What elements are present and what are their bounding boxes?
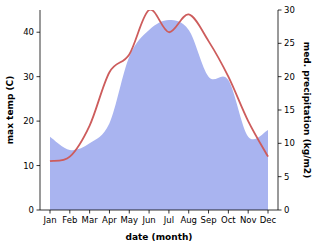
y-tick [37, 32, 41, 33]
x-tick-label: Feb [62, 215, 77, 225]
y2-tick-label: 5 [284, 172, 289, 182]
x-tick-label: Mar [82, 215, 99, 225]
y-tick-label: 10 [23, 161, 34, 171]
x-tick-label: Oct [221, 215, 236, 225]
y2-tick-label: 15 [284, 105, 295, 115]
y-tick-label: 0 [29, 205, 34, 215]
x-tick [149, 210, 150, 214]
x-axis [40, 210, 278, 211]
plot-area [50, 10, 268, 210]
x-tick-label: May [120, 215, 138, 225]
x-label: date (month) [126, 232, 193, 242]
y2-tick [278, 143, 282, 144]
y-tick [37, 121, 41, 122]
y-tick [37, 165, 41, 166]
y-tick [37, 210, 41, 211]
y2-tick [278, 176, 282, 177]
x-tick-label: Sep [201, 215, 217, 225]
y-tick-label: 20 [23, 116, 34, 126]
y2-tick-label: 30 [284, 5, 295, 15]
x-tick [89, 210, 90, 214]
y2-label: med. precipitation (kg/m2) [302, 42, 312, 178]
x-tick [248, 210, 249, 214]
y2-tick-label: 25 [284, 38, 295, 48]
x-tick [268, 210, 269, 214]
y-tick-label: 30 [23, 72, 34, 82]
y-tick [37, 76, 41, 77]
y2-tick-label: 20 [284, 72, 295, 82]
x-tick [129, 210, 130, 214]
x-tick-label: Aug [180, 215, 197, 225]
y-tick-label: 40 [23, 27, 34, 37]
y2-tick-label: 10 [284, 138, 295, 148]
x-tick-label: Apr [102, 215, 117, 225]
y-axis [40, 10, 41, 210]
x-tick [109, 210, 110, 214]
y2-tick [278, 43, 282, 44]
y2-tick [278, 110, 282, 111]
x-tick [188, 210, 189, 214]
x-tick-label: Jan [42, 215, 56, 225]
x-tick [228, 210, 229, 214]
temp-line [50, 10, 268, 161]
x-tick [69, 210, 70, 214]
y2-tick [278, 76, 282, 77]
y2-tick [278, 10, 282, 11]
y-label: max temp (C) [5, 76, 15, 145]
y2-tick [278, 210, 282, 211]
precip-area [50, 20, 268, 210]
x-tick-label: Dec [260, 215, 277, 225]
x-tick [168, 210, 169, 214]
x-tick-label: Jun [141, 215, 155, 225]
x-tick-label: Nov [240, 215, 257, 225]
x-tick [50, 210, 51, 214]
y2-tick-label: 0 [284, 205, 289, 215]
x-tick-label: Jul [163, 215, 174, 225]
x-tick [208, 210, 209, 214]
